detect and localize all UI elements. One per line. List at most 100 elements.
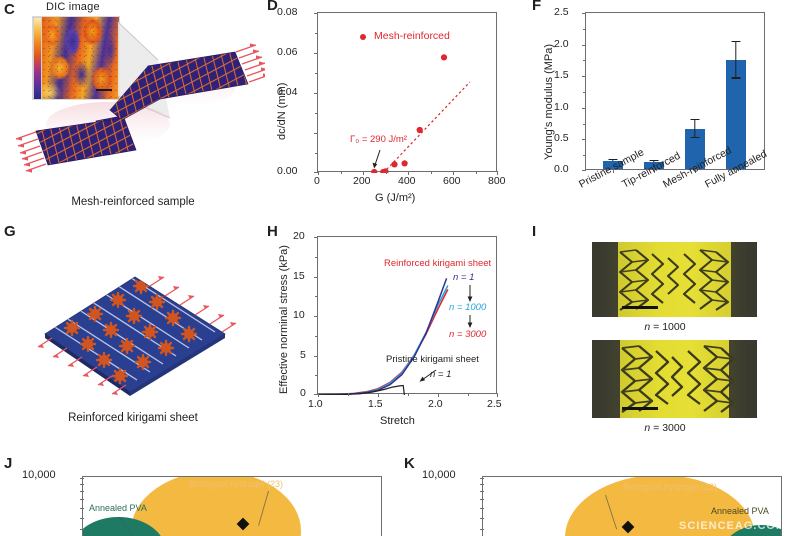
panel-h-ylabel-20: 20 <box>293 230 305 242</box>
panel-h-n1000-label: n = 1000 <box>449 302 487 313</box>
panel-h-xtick-minor-1 <box>348 393 349 396</box>
panel-h-xtick-1.5 <box>378 393 379 397</box>
panel-f-ytick-2.5 <box>582 13 586 14</box>
panel-f-xtick-1 <box>613 169 614 173</box>
panel-k-pva-label: Annealed PVA <box>711 506 769 516</box>
panel-d-xlabel-600: 600 <box>443 175 461 187</box>
panel-letter-i: I <box>532 223 537 240</box>
panel-h-ylabel-15: 15 <box>293 269 305 282</box>
panel-d-threshold-annotation: Γ₀ = 290 J/m² <box>350 134 407 145</box>
errorbar-fully-annealed <box>735 42 737 79</box>
kirigami-photo-n3000 <box>592 340 757 418</box>
panel-h-plot-area: Reinforced kirigami sheet n = 1 n = 1000… <box>314 236 498 397</box>
panel-h-ytick-15 <box>314 276 318 278</box>
panel-d-xtick-800 <box>497 171 498 175</box>
panel-f-ytick-0.5 <box>582 139 586 141</box>
panel-d-xlabel-0: 0 <box>314 175 320 187</box>
panel-d-ytick-minor-3 <box>315 113 318 114</box>
errorbar-tip-reinforced <box>653 161 655 162</box>
panel-letter-g: G <box>4 223 16 240</box>
panel-d-xtick-minor-4 <box>475 171 477 174</box>
panel-d-ylabel-0.00: 0.00 <box>277 165 298 177</box>
panel-h-xlabel-1.5: 1.5 <box>368 398 383 410</box>
panel-d-y-axis-title: dc/dN (mm) <box>276 82 288 140</box>
panel-f-ytick-minor-4 <box>583 123 586 125</box>
errorcap-fully-annealed-top <box>731 40 741 42</box>
dic-speckle-pattern <box>41 17 119 99</box>
panel-f-ytick-1.0 <box>582 107 586 109</box>
dic-strain-map <box>41 17 119 99</box>
panel-d-xtick-600 <box>453 171 454 175</box>
scale-bar-n1000 <box>621 306 658 309</box>
panel-f-ytick-0.0 <box>582 170 586 171</box>
panel-letter-f: F <box>532 0 542 14</box>
panel-j-bio-label: Biological hydrogel (23) <box>189 479 284 489</box>
panel-f-ytick-minor-5 <box>583 155 586 157</box>
panel-d-xtick-200 <box>363 171 364 175</box>
dic-colorbar <box>33 17 42 99</box>
panel-h-ytick-minor-4 <box>315 375 318 377</box>
panel-h-xlabel-2.0: 2.0 <box>428 398 443 410</box>
panel-d: D Mesh-reinforced Γ₀ <box>265 0 530 222</box>
panel-f-plot-area <box>582 12 765 173</box>
panel-f-xtick-2 <box>654 169 655 173</box>
panel-d-xtick-minor-3 <box>430 171 432 174</box>
bar-pristine-sample <box>603 161 623 169</box>
panel-h: H Reinforced kirigami <box>265 222 530 450</box>
panel-h-ylabel-10: 10 <box>293 309 305 321</box>
errorcap-fully-annealed-bottom <box>731 77 741 79</box>
panel-d-ytick-0.02 <box>314 133 318 134</box>
errorcap-mesh-reinforced-bottom <box>690 136 700 139</box>
panel-h-pristine-n-label: n = 1 <box>430 369 452 380</box>
panel-d-xlabel-400: 400 <box>398 175 416 187</box>
panel-h-xtick-2.5 <box>497 393 498 397</box>
panel-h-xtick-2.0 <box>438 393 439 397</box>
panel-h-n1-label: n = 1 <box>453 272 475 283</box>
dic-image-title: DIC image <box>46 1 100 13</box>
panel-j-plot-area: Biological hydrogel (23) Annealed PVA <box>82 476 382 536</box>
panel-h-pristine-label: Pristine kirigami sheet <box>386 354 479 365</box>
panel-h-ytick-minor-3 <box>315 335 318 337</box>
panel-f: F <box>530 0 800 222</box>
n-value-1000: = 1000 <box>650 321 686 333</box>
errorcap-pristine-sample <box>608 158 618 161</box>
mesh-reinforced-sample-illustration <box>15 43 265 173</box>
errorbar-pristine-sample <box>612 160 614 162</box>
panel-d-xtick-minor-1 <box>340 171 342 174</box>
panel-h-n3000-label: n = 3000 <box>449 329 487 340</box>
panel-d-xtick-400 <box>408 171 409 175</box>
panel-k-ylabel-top: 10,000 <box>422 469 456 481</box>
panel-d-ytick-minor-1 <box>315 33 318 34</box>
panel-f-y-axis-title: Young's modulus (MPa) <box>543 43 555 160</box>
bar-mesh-reinforced <box>685 129 705 169</box>
panel-c-caption: Mesh-reinforced sample <box>71 196 195 208</box>
panel-g: G <box>0 222 265 450</box>
panel-letter-j: J <box>4 455 13 472</box>
errorcap-mesh-reinforced-top <box>690 119 700 121</box>
panel-g-caption: Reinforced kirigami sheet <box>68 412 198 424</box>
panel-f-ylabel-0.5: 0.5 <box>554 132 569 145</box>
n-symbol-1000: n <box>644 321 651 333</box>
panel-h-ytick-10 <box>314 316 318 317</box>
dic-scale-bar <box>96 89 112 91</box>
panel-h-ytick-minor-2 <box>315 296 318 298</box>
kirigami-photo-n1000-caption: n = 1000 <box>530 321 800 333</box>
panel-d-xlabel-200: 200 <box>353 175 371 187</box>
panel-h-xlabel-2.5: 2.5 <box>487 398 502 410</box>
panel-letter-k: K <box>404 455 415 472</box>
panel-h-ytick-0 <box>314 394 318 395</box>
kirigami-photo-n1000 <box>592 242 757 317</box>
panel-f-ytick-minor-3 <box>583 92 586 93</box>
panel-d-ytick-minor-2 <box>315 73 318 74</box>
panel-letter-c: C <box>4 1 15 18</box>
panel-h-reinforced-label: Reinforced kirigami sheet <box>384 258 492 269</box>
bar-tip-reinforced <box>644 162 664 169</box>
scale-bar-n3000 <box>621 407 658 410</box>
panel-j: J 10,000 Biological hydrogel (23) Anneal… <box>0 450 400 536</box>
panel-k-y-minor-ticks <box>480 476 485 536</box>
panel-d-legend-label: Mesh-reinforced <box>374 30 450 42</box>
panel-d-ytick-0.04 <box>314 93 318 94</box>
panel-d-xtick-0 <box>318 171 319 175</box>
panel-f-ylabel-1.5: 1.5 <box>554 69 569 82</box>
kirigami-photo-n3000-caption: n = 3000 <box>530 422 800 434</box>
